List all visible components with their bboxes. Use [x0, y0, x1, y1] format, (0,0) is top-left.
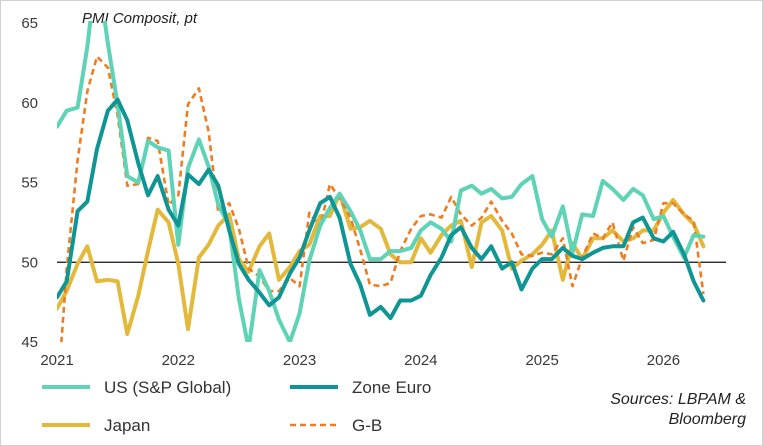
x-tick-label: 2025: [525, 352, 558, 369]
y-tick-label: 45: [21, 334, 38, 351]
x-tick-label: 2021: [40, 352, 73, 369]
x-tick-label: 2024: [404, 352, 437, 369]
chart-title: PMI Composit, pt: [82, 10, 198, 27]
legend-label: US (S&P Global): [104, 378, 231, 397]
series-line-us-s-p-global: [57, 21, 706, 342]
source-note: Sources: LBPAM & Bloomberg: [610, 391, 746, 428]
y-tick-label: 65: [21, 15, 38, 32]
legend-label: Japan: [104, 416, 150, 435]
legend-label: Zone Euro: [352, 378, 431, 397]
series-line-japan: [57, 191, 706, 336]
series-line-zone-euro: [57, 97, 706, 321]
source-line: Bloomberg: [669, 411, 746, 428]
x-tick-label: 2026: [647, 352, 680, 369]
y-tick-label: 60: [21, 95, 38, 112]
source-line: Sources: LBPAM &: [610, 391, 746, 408]
legend-label: G-B: [352, 416, 382, 435]
x-tick-label: 2022: [162, 352, 195, 369]
legend: US (S&P Global) Zone Euro Japan G-B: [42, 378, 431, 435]
series-lines: [57, 21, 706, 342]
series-line-g-b: [60, 55, 705, 342]
y-tick-label: 50: [21, 254, 38, 271]
y-tick-label: 55: [21, 175, 38, 192]
x-axis: 2021 2022 2023 2024 2025 2026: [40, 352, 680, 369]
x-tick-label: 2023: [283, 352, 316, 369]
y-axis: 45 50 55 60 65: [21, 15, 38, 351]
